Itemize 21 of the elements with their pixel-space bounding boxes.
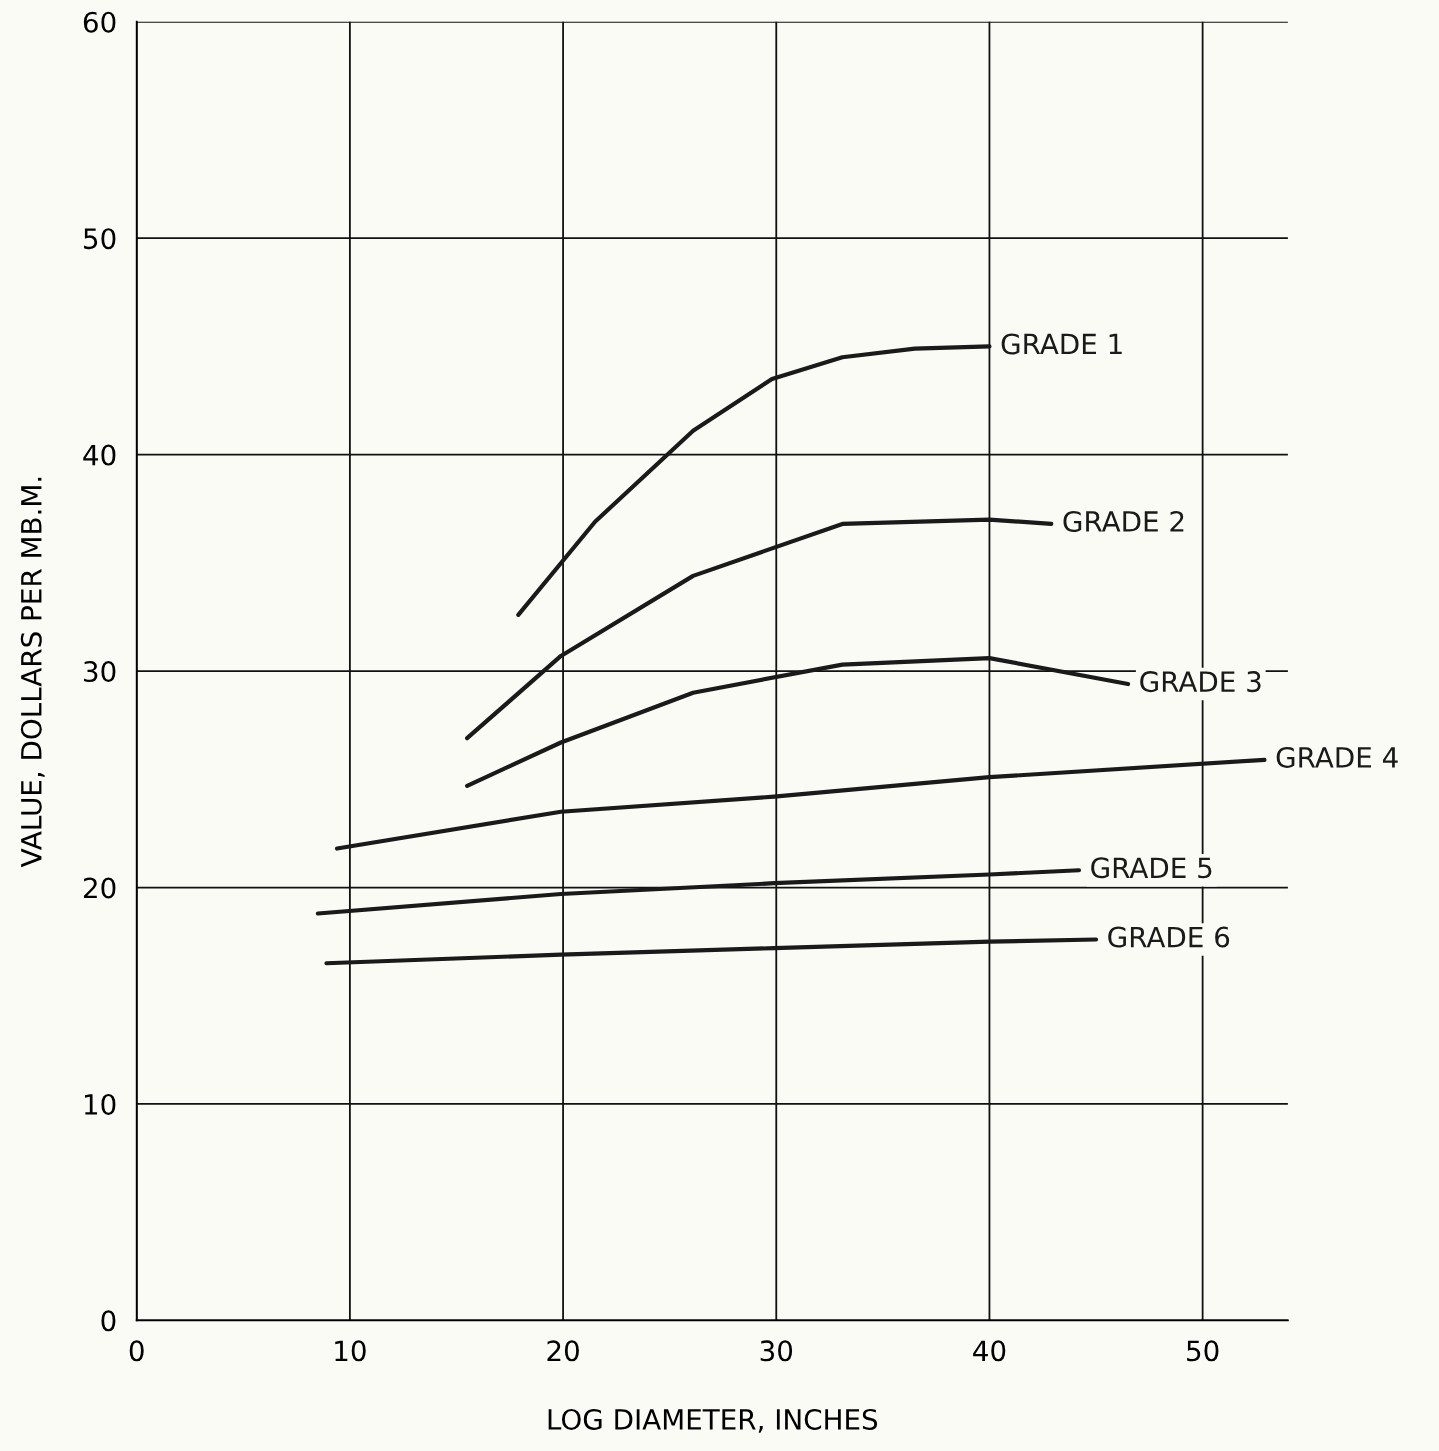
y-tick-label: 0	[101, 1310, 116, 1332]
y-tick-label: 20	[83, 877, 116, 899]
series-label: GRADE 5	[1091, 857, 1212, 879]
x-tick-label: 0	[129, 1340, 144, 1362]
y-tick-label: 50	[84, 228, 116, 250]
x-tick-label: 40	[973, 1340, 1006, 1362]
y-tick-label: 60	[83, 11, 116, 33]
series-label: GRADE 6	[1108, 926, 1230, 948]
y-tick-label: 30	[84, 661, 116, 683]
x-tick-label: 30	[760, 1340, 793, 1362]
series-label: GRADE 4	[1276, 746, 1398, 768]
series-label: GRADE 3	[1140, 671, 1261, 693]
x-axis-title: LOG DIAMETER, INCHES	[548, 1408, 878, 1433]
y-axis-title: VALUE, DOLLARS PER MB.M.	[20, 477, 45, 868]
series-label: GRADE 1	[1001, 333, 1122, 355]
x-tick-label: 20	[547, 1340, 579, 1362]
x-tick-label: 10	[335, 1340, 366, 1362]
y-tick-label: 40	[83, 444, 116, 466]
series-label: GRADE 2	[1063, 510, 1184, 532]
x-tick-label: 50	[1187, 1340, 1219, 1362]
y-tick-label: 10	[84, 1093, 116, 1115]
